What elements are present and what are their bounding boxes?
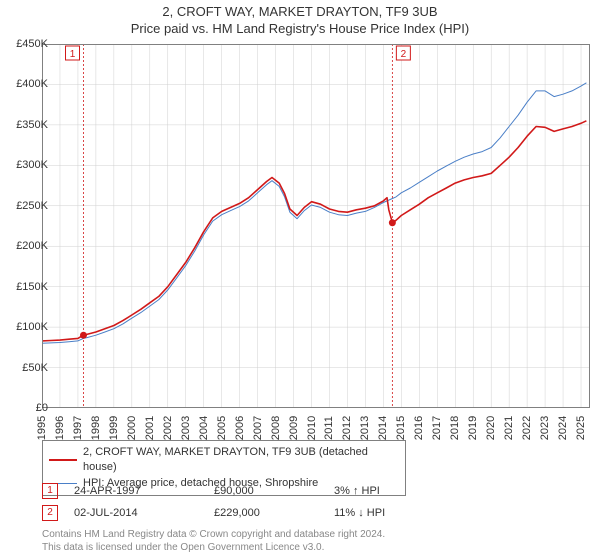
x-tick-label: 1995 (36, 416, 48, 440)
x-tick-label: 2018 (449, 416, 461, 440)
x-tick-label: 2017 (432, 416, 444, 440)
x-tick-label: 2006 (234, 416, 246, 440)
x-tick-label: 2005 (216, 416, 228, 440)
marker-badge: 2 (42, 505, 58, 521)
x-tick-label: 2014 (378, 416, 390, 440)
marker-date: 24-APR-1997 (74, 485, 214, 497)
x-tick-label: 1996 (54, 416, 66, 440)
x-tick-label: 1997 (72, 416, 84, 440)
price-chart: 12 (42, 44, 590, 408)
y-tick-label: £200K (8, 240, 48, 252)
x-tick-label: 2000 (126, 416, 138, 440)
x-tick-label: 2012 (342, 416, 354, 440)
x-tick-label: 2015 (396, 416, 408, 440)
chart-title-line2: Price paid vs. HM Land Registry's House … (0, 21, 600, 40)
marker-delta: 3% ↑ HPI (334, 485, 380, 497)
marker-rows: 1 24-APR-1997£90,0003% ↑ HPI 2 02-JUL-2014£… (42, 480, 590, 524)
x-tick-label: 1999 (108, 416, 120, 440)
legend-swatch (49, 459, 77, 461)
y-tick-label: £50K (8, 362, 48, 374)
x-tick-label: 1998 (90, 416, 102, 440)
y-tick-label: £350K (8, 119, 48, 131)
svg-text:1: 1 (70, 49, 76, 60)
x-tick-label: 2007 (252, 416, 264, 440)
chart-title-line1: 2, CROFT WAY, MARKET DRAYTON, TF9 3UB (0, 0, 600, 21)
x-tick-label: 2013 (360, 416, 372, 440)
x-tick-label: 2025 (575, 416, 587, 440)
x-tick-label: 2009 (288, 416, 300, 440)
x-tick-label: 2023 (539, 416, 551, 440)
y-tick-label: £100K (8, 321, 48, 333)
y-tick-label: £450K (8, 38, 48, 50)
marker-row: 2 02-JUL-2014£229,00011% ↓ HPI (42, 502, 590, 524)
footnote-line2: This data is licensed under the Open Gov… (42, 541, 385, 554)
x-tick-label: 2022 (521, 416, 533, 440)
x-tick-label: 2024 (557, 416, 569, 440)
x-tick-label: 2008 (270, 416, 282, 440)
x-tick-label: 2019 (467, 416, 479, 440)
x-tick-label: 2002 (162, 416, 174, 440)
marker-price: £90,000 (214, 485, 334, 497)
x-tick-label: 2003 (180, 416, 192, 440)
x-tick-label: 2010 (306, 416, 318, 440)
x-tick-label: 2016 (414, 416, 426, 440)
marker-delta: 11% ↓ HPI (334, 507, 385, 519)
x-tick-label: 2011 (323, 416, 335, 440)
marker-price: £229,000 (214, 507, 334, 519)
y-tick-label: £400K (8, 78, 48, 90)
footnote: Contains HM Land Registry data © Crown c… (42, 528, 385, 554)
x-tick-label: 2004 (198, 416, 210, 440)
y-tick-label: £250K (8, 200, 48, 212)
footnote-line1: Contains HM Land Registry data © Crown c… (42, 528, 385, 541)
x-tick-label: 2001 (144, 416, 156, 440)
marker-date: 02-JUL-2014 (74, 507, 214, 519)
legend-item: 2, CROFT WAY, MARKET DRAYTON, TF9 3UB (d… (49, 445, 399, 476)
marker-badge: 1 (42, 483, 58, 499)
marker-row: 1 24-APR-1997£90,0003% ↑ HPI (42, 480, 590, 502)
y-tick-label: £0 (8, 402, 48, 414)
x-tick-label: 2021 (503, 416, 515, 440)
x-tick-label: 2020 (485, 416, 497, 440)
y-tick-label: £300K (8, 159, 48, 171)
y-tick-label: £150K (8, 281, 48, 293)
svg-text:2: 2 (401, 49, 407, 60)
legend-label: 2, CROFT WAY, MARKET DRAYTON, TF9 3UB (d… (83, 445, 399, 476)
